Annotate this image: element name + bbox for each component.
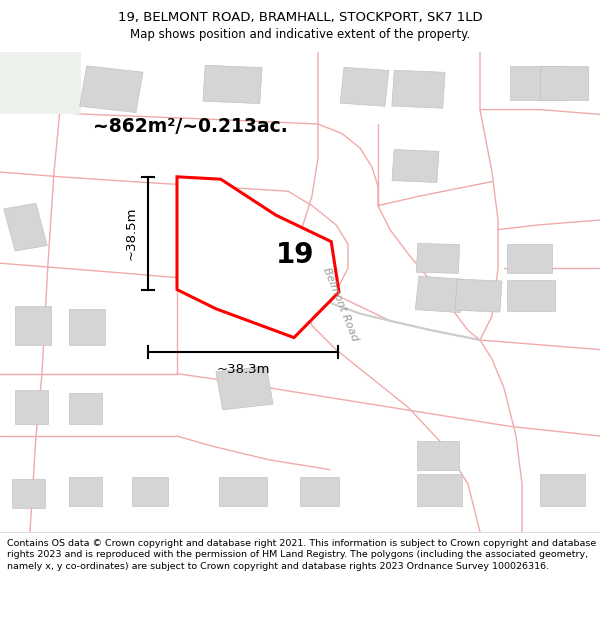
- Bar: [15, 391, 48, 424]
- Bar: [69, 392, 102, 424]
- Bar: [540, 66, 588, 100]
- Bar: [69, 309, 105, 345]
- Bar: [4, 203, 47, 251]
- Bar: [219, 477, 267, 506]
- Bar: [540, 474, 585, 506]
- Bar: [69, 477, 102, 506]
- Bar: [392, 149, 439, 182]
- Bar: [392, 70, 445, 108]
- Text: ~38.5m: ~38.5m: [124, 206, 137, 260]
- Text: ~862m²/~0.213ac.: ~862m²/~0.213ac.: [93, 117, 288, 136]
- Text: Belmont Road: Belmont Road: [321, 266, 360, 342]
- Bar: [415, 276, 464, 312]
- Bar: [340, 68, 389, 106]
- Text: 19: 19: [276, 241, 314, 269]
- Bar: [132, 477, 168, 506]
- Bar: [220, 225, 287, 279]
- Text: 19, BELMONT ROAD, BRAMHALL, STOCKPORT, SK7 1LD: 19, BELMONT ROAD, BRAMHALL, STOCKPORT, S…: [118, 11, 482, 24]
- Bar: [203, 65, 262, 104]
- Bar: [416, 243, 460, 273]
- Bar: [216, 366, 273, 410]
- Bar: [507, 244, 552, 272]
- Bar: [417, 474, 462, 506]
- Polygon shape: [177, 177, 339, 338]
- Bar: [15, 306, 51, 345]
- Text: Map shows position and indicative extent of the property.: Map shows position and indicative extent…: [130, 28, 470, 41]
- Bar: [12, 479, 45, 508]
- Text: ~38.3m: ~38.3m: [216, 362, 270, 376]
- Bar: [510, 66, 564, 100]
- Bar: [300, 477, 339, 506]
- Text: Contains OS data © Crown copyright and database right 2021. This information is : Contains OS data © Crown copyright and d…: [7, 539, 596, 571]
- Bar: [0, 52, 81, 114]
- Bar: [417, 441, 459, 469]
- Bar: [507, 280, 555, 311]
- Bar: [80, 66, 143, 112]
- Bar: [455, 279, 502, 312]
